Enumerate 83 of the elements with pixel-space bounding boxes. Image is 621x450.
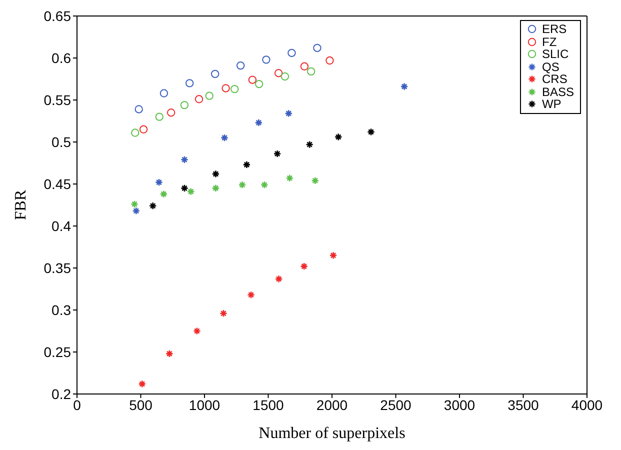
point (180, 156, 188, 164)
point (238, 180, 246, 189)
point (130, 200, 138, 208)
y-tick-label: 0.6 (52, 50, 72, 66)
x-tick-label: 0 (73, 396, 82, 413)
point (180, 184, 188, 192)
point (212, 184, 220, 192)
point (155, 178, 163, 186)
legend-label: BASS (542, 84, 574, 98)
point (247, 290, 255, 299)
y-tick-label: 0.65 (44, 8, 72, 24)
point (194, 95, 204, 104)
point (286, 174, 294, 182)
point (160, 89, 168, 98)
x-tick-label: 500 (129, 396, 153, 413)
point (300, 62, 309, 70)
point (400, 82, 408, 91)
y-tick-label: 0.3 (52, 302, 72, 318)
point (262, 56, 270, 64)
point (242, 160, 251, 169)
y-tick-label: 0.55 (44, 92, 72, 108)
point (288, 48, 296, 58)
point (212, 170, 220, 178)
point (313, 44, 322, 52)
point (186, 188, 195, 196)
y-tick-label: 0.25 (44, 344, 72, 360)
point (300, 262, 308, 270)
y-tick-label: 0.35 (44, 260, 72, 276)
point (132, 206, 140, 215)
point (280, 72, 290, 81)
legend-label: CRS (542, 72, 568, 86)
x-tick-label: 2000 (316, 396, 348, 413)
point (220, 309, 228, 318)
point (306, 67, 316, 76)
x-tick-label: 1500 (252, 396, 284, 413)
y-axis-title: FBR (12, 190, 30, 220)
point (367, 128, 375, 136)
point (131, 128, 140, 137)
y-tick-label: 0.45 (44, 176, 72, 192)
y-tick-label: 0.4 (52, 218, 72, 234)
point (148, 202, 157, 210)
point (155, 112, 164, 121)
x-tick-label: 4000 (571, 396, 603, 413)
y-tick-label: 0.2 (52, 386, 72, 402)
point (311, 176, 320, 185)
point (180, 100, 189, 110)
point (273, 150, 282, 158)
point (284, 109, 293, 118)
point (205, 92, 214, 100)
legend-label: QS (542, 60, 560, 74)
x-tick-label: 2500 (380, 396, 412, 413)
legend-label: FZ (542, 34, 557, 48)
x-tick-label: 1000 (188, 396, 220, 413)
point (134, 105, 143, 114)
point (220, 134, 228, 142)
point (138, 380, 146, 388)
point (222, 84, 230, 92)
legend-label: WP (542, 97, 562, 111)
point (254, 118, 263, 127)
point (160, 190, 168, 198)
point (230, 84, 239, 94)
point (193, 327, 201, 335)
point (185, 79, 194, 88)
point (306, 140, 314, 148)
x-tick-label: 3500 (508, 396, 540, 413)
point (248, 76, 257, 84)
point (236, 61, 245, 70)
legend-label: SLIC (542, 47, 569, 61)
point (260, 180, 268, 189)
point (139, 125, 148, 134)
y-tick-label: 0.5 (52, 134, 72, 150)
point (334, 133, 342, 141)
x-axis-title: Number of superpixels (258, 425, 406, 442)
point (274, 274, 283, 283)
legend-label: ERS (542, 22, 567, 36)
point (329, 251, 338, 260)
point (166, 108, 176, 117)
point (274, 69, 283, 78)
point (254, 80, 264, 88)
point (210, 70, 220, 78)
point (326, 56, 334, 65)
x-tick-label: 3000 (444, 396, 476, 413)
point (165, 350, 174, 358)
